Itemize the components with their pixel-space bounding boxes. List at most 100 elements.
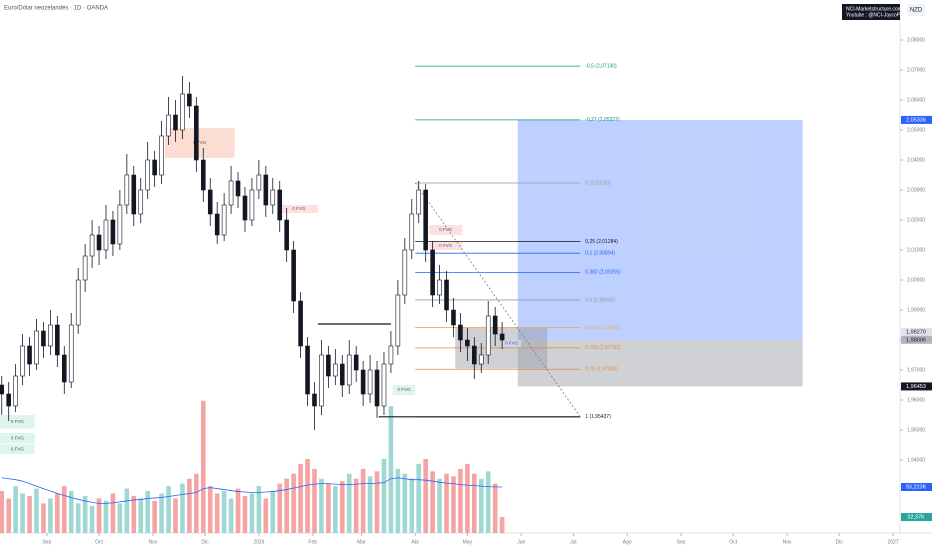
price-tag (901, 335, 932, 344)
candle-body (319, 354, 324, 407)
volume-bar (312, 468, 317, 533)
x-tick-label: Oct (729, 539, 737, 545)
candle-body (492, 315, 498, 335)
x-tick-label: Nov (148, 539, 157, 545)
candle-body (381, 363, 387, 407)
candle-body (228, 180, 234, 206)
position-target (517, 119, 803, 340)
volume-bar (444, 473, 449, 533)
fib-label: 0,25 (2,01284) (585, 239, 618, 245)
candle-body (55, 324, 60, 356)
x-tick-label: Feb (308, 539, 317, 545)
fib-label: -0,5 (2,07130) (585, 63, 617, 69)
volume-bar (34, 488, 39, 533)
fvg-zone (0, 444, 35, 455)
candle-body (409, 213, 415, 251)
fvg-zone (279, 204, 318, 214)
volume-bar (235, 488, 241, 533)
volume-bar (374, 471, 380, 533)
fib-label: 0,1 (2,00894) (585, 251, 615, 257)
candle-body (451, 309, 456, 326)
watermark: Youtube : @NCI-JaycoPham (846, 12, 910, 18)
y-tick-label: 2,07000 (907, 67, 925, 73)
candle-body (326, 354, 331, 377)
candle-body (395, 294, 401, 347)
candle-body (34, 330, 39, 365)
volume-bar (291, 473, 296, 533)
candle-body (82, 255, 88, 281)
volume-bar (333, 486, 338, 533)
candle-body (41, 330, 46, 347)
price-tag (901, 513, 932, 522)
volume-ma (1, 477, 503, 504)
candle-body (444, 279, 449, 311)
candle-body (485, 315, 491, 356)
currency[interactable]: NZD (910, 8, 923, 14)
watermark: NCI-Marketstructure.com (846, 6, 902, 12)
volume-bar (249, 493, 255, 533)
x-tick-label: Dic (201, 539, 209, 545)
candle-body (110, 219, 116, 245)
candle-body (180, 93, 185, 131)
candle-body (256, 174, 262, 191)
volume-bar (256, 486, 262, 533)
volume-bar (395, 468, 401, 533)
volume-bar (284, 478, 289, 533)
volume-bar (430, 471, 435, 533)
candle-body (499, 333, 505, 341)
price-tag (901, 382, 932, 391)
volume-bar (416, 463, 422, 533)
candle-body (478, 354, 484, 365)
candle-body (200, 159, 206, 191)
volume-bar (110, 493, 116, 533)
x-tick-label: Dic (836, 539, 844, 545)
y-tick-label: 2,02000 (907, 217, 925, 223)
volume-bar (207, 486, 213, 533)
volume-bar (27, 495, 32, 533)
candle-body (103, 219, 109, 251)
y-tick-label: 2,05000 (907, 127, 925, 133)
volume-bar (41, 503, 46, 533)
x-tick-label: 2027 (887, 539, 898, 545)
volume-bar (492, 483, 498, 533)
price-tag-label: 93,223K (906, 484, 927, 490)
x-tick-label: 2026 (253, 539, 264, 545)
volume-bar (381, 458, 387, 533)
x-tick-label: Sep (677, 539, 686, 545)
candle-body (374, 369, 380, 407)
chart-title: Euro/Dólar neozelandés · 1D · OANDA (4, 6, 108, 12)
volume-bar (124, 488, 130, 533)
candle-body (187, 93, 192, 107)
candle-body (159, 135, 164, 176)
volume-bar (499, 517, 505, 533)
candle-body (333, 363, 338, 377)
candle-body (430, 249, 435, 296)
volume-bar (409, 478, 415, 533)
volume-bar (339, 481, 345, 533)
volume-bar (319, 478, 324, 533)
candle-body (145, 159, 150, 191)
x-tick-label: Nov (783, 539, 792, 545)
fvg-label: 0 FVG (193, 140, 207, 145)
fib-label: 0,382 (2,00255) (585, 270, 621, 276)
y-tick-label: 2,06000 (907, 97, 925, 103)
fvg-label: 0 FVG (11, 419, 25, 424)
x-tick-label: Mar (357, 539, 366, 545)
candle-body (346, 354, 352, 386)
x-tick-label: Jul (570, 539, 576, 545)
volume-bar (360, 468, 366, 533)
volume-bar (13, 486, 18, 533)
price-tag (901, 482, 932, 491)
fib-label: -0,27 (2,05337) (585, 117, 620, 123)
volume-bar (353, 478, 359, 533)
volume-bar (6, 498, 11, 533)
fvg-zone (429, 241, 463, 250)
candle-body (0, 384, 5, 395)
candle-body (124, 174, 130, 206)
volume-bar (423, 458, 428, 533)
candle-body (416, 189, 422, 215)
candle-body (242, 195, 248, 221)
volume-bar (96, 498, 102, 533)
fib-label: 0 (2,03233) (585, 180, 611, 186)
